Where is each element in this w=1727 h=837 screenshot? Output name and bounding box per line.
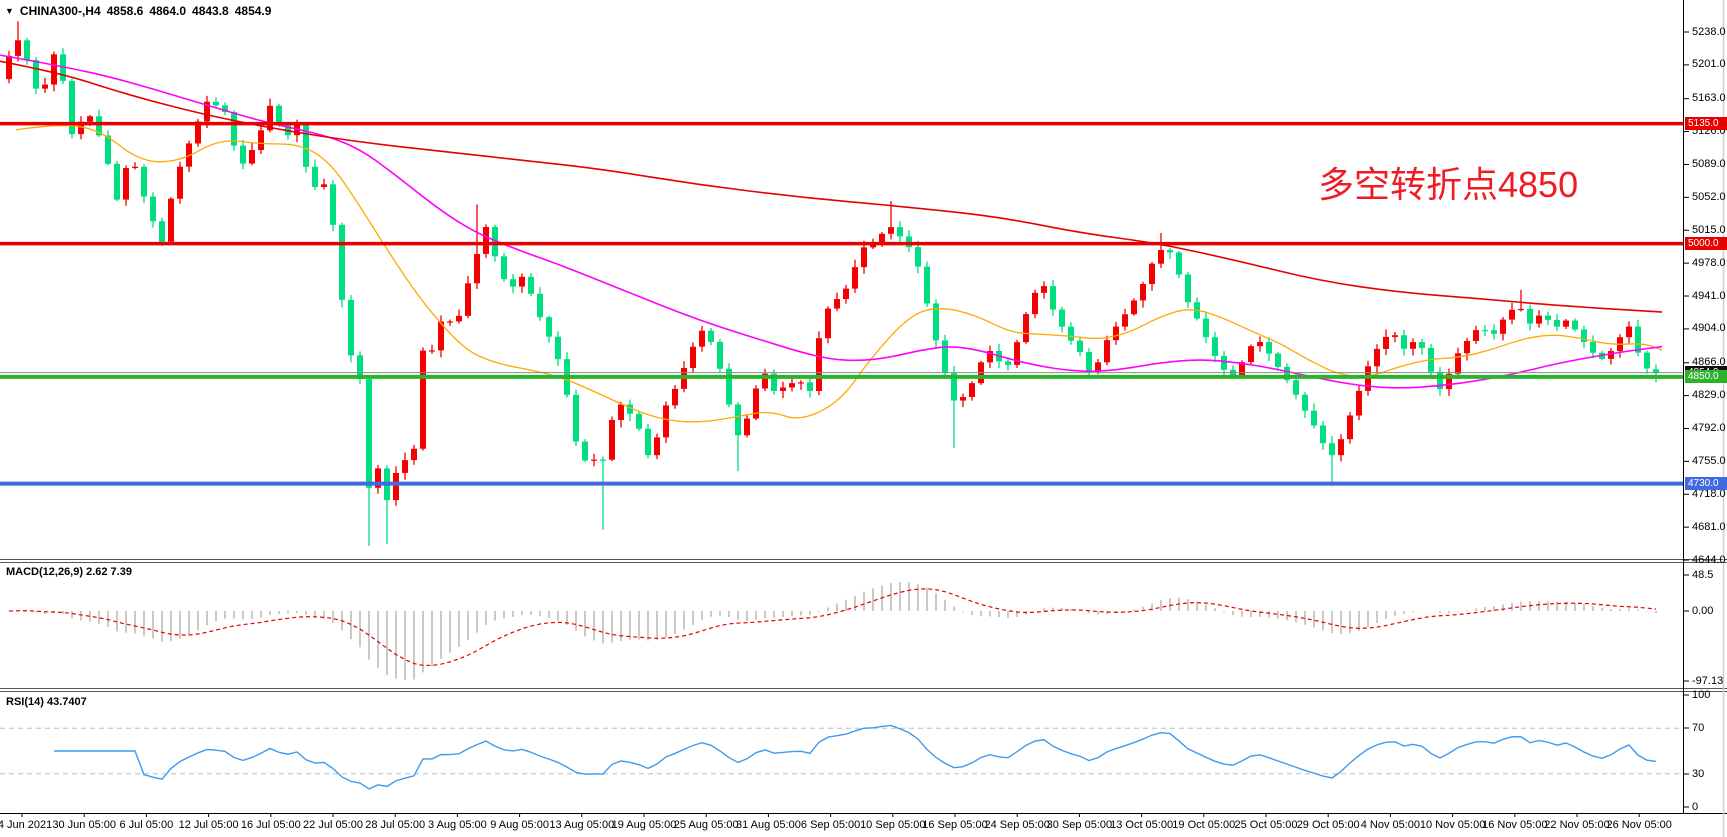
- rsi-axis-label: 0: [1692, 800, 1699, 813]
- symbol-period-label: CHINA300-,H4: [19, 4, 101, 18]
- time-axis-label: 16 Nov 05:00: [1482, 819, 1548, 831]
- macd-axis-label: -97.13: [1692, 674, 1724, 687]
- price-axis-label: 5163.0: [1692, 92, 1726, 105]
- time-axis-label: 25 Oct 05:00: [1234, 819, 1298, 831]
- price-axis-label: 5052.0: [1692, 190, 1726, 203]
- macd-axis-label: 48.5: [1692, 568, 1714, 581]
- price-axis-label: 5201.0: [1692, 58, 1726, 71]
- price-axis-label: 4755.0: [1692, 454, 1726, 467]
- time-axis-label: 13 Oct 05:00: [1110, 819, 1174, 831]
- ohlc-open: 4858.6: [106, 4, 144, 18]
- time-axis-label: 4 Nov 05:00: [1360, 819, 1421, 831]
- level-label-box: 4850.0: [1685, 370, 1727, 384]
- time-axis-label: 29 Oct 05:00: [1296, 819, 1360, 831]
- time-axis-label: 24 Jun 2021: [0, 819, 53, 831]
- level-label-box: 5000.0: [1685, 237, 1727, 251]
- chart-text-annotation: 多空转折点4850: [1318, 164, 1579, 205]
- price-axis-label: 4644.0: [1692, 553, 1726, 566]
- macd-values: 2.62 7.39: [86, 566, 132, 578]
- macd-name: MACD(12,26,9): [6, 566, 84, 578]
- time-axis-label: 25 Aug 05:00: [673, 819, 739, 831]
- time-axis-label: 16 Sep 05:00: [922, 819, 988, 831]
- rsi-axis-label: 30: [1692, 767, 1705, 780]
- time-axis-label: 28 Jul 05:00: [365, 819, 426, 831]
- level-label-box: 4730.0: [1685, 477, 1727, 491]
- rsi-value: 43.7407: [46, 696, 87, 708]
- ohlc-low: 4843.8: [192, 4, 229, 18]
- time-axis-label: 3 Aug 05:00: [428, 819, 487, 831]
- price-axis-label: 4829.0: [1692, 389, 1726, 402]
- fast-ma: [15, 124, 1663, 423]
- rsi-axis-label: 70: [1692, 721, 1705, 734]
- time-axis-label: 10 Nov 05:00: [1419, 819, 1486, 831]
- price-axis-label: 5015.0: [1692, 223, 1726, 236]
- macd-axis-label: 0.00: [1692, 604, 1714, 617]
- price-axis-label: 5089.0: [1692, 157, 1726, 170]
- time-axis-label: 30 Sep 05:00: [1046, 819, 1113, 831]
- rsi-panel-label: RSI(14) 43.7407: [6, 696, 87, 708]
- symbol-header: ▼ CHINA300-,H4 4858.6 4864.0 4843.8 4854…: [5, 4, 271, 18]
- time-axis-label: 24 Sep 05:00: [984, 819, 1050, 831]
- price-axis-label: 4866.0: [1692, 356, 1726, 369]
- ohlc-close: 4854.9: [234, 4, 272, 18]
- time-axis-label: 6 Sep 05:00: [800, 819, 861, 831]
- price-axis-label: 4941.0: [1692, 289, 1726, 302]
- time-axis-label: 22 Nov 05:00: [1544, 819, 1610, 831]
- price-axis-label: 5238.0: [1692, 25, 1726, 38]
- medium-ma: [0, 54, 1663, 389]
- time-axis-label: 6 Jul 05:00: [119, 819, 174, 831]
- macd-panel-label: MACD(12,26,9) 2.62 7.39: [6, 566, 132, 578]
- time-axis-label: 30 Jun 05:00: [52, 819, 116, 831]
- time-axis-label: 26 Nov 05:00: [1606, 819, 1672, 831]
- rsi-name: RSI(14): [6, 696, 44, 708]
- time-axis-label: 9 Aug 05:00: [490, 819, 549, 831]
- time-axis-label: 19 Oct 05:00: [1172, 819, 1236, 831]
- time-axis-label: 12 Jul 05:00: [178, 819, 239, 831]
- collapse-arrow-icon[interactable]: ▼: [5, 6, 14, 16]
- time-axis-label: 13 Aug 05:00: [549, 819, 615, 831]
- time-axis-label: 19 Aug 05:00: [611, 819, 677, 831]
- level-label-box: 5135.0: [1685, 117, 1727, 131]
- price-axis-label: 4978.0: [1692, 256, 1726, 269]
- price-axis-label: 4904.0: [1692, 322, 1726, 335]
- time-axis-label: 31 Aug 05:00: [735, 819, 801, 831]
- ohlc-high: 4864.0: [149, 4, 187, 18]
- rsi-axis-label: 100: [1692, 688, 1711, 701]
- time-axis-label: 10 Sep 05:00: [860, 819, 926, 831]
- price-axis-label: 4792.0: [1692, 421, 1726, 434]
- time-axis-label: 22 Jul 05:00: [303, 819, 363, 831]
- price-axis-label: 4681.0: [1692, 520, 1726, 533]
- time-axis-label: 16 Jul 05:00: [240, 819, 301, 831]
- price-axis-label: 4718.0: [1692, 487, 1726, 500]
